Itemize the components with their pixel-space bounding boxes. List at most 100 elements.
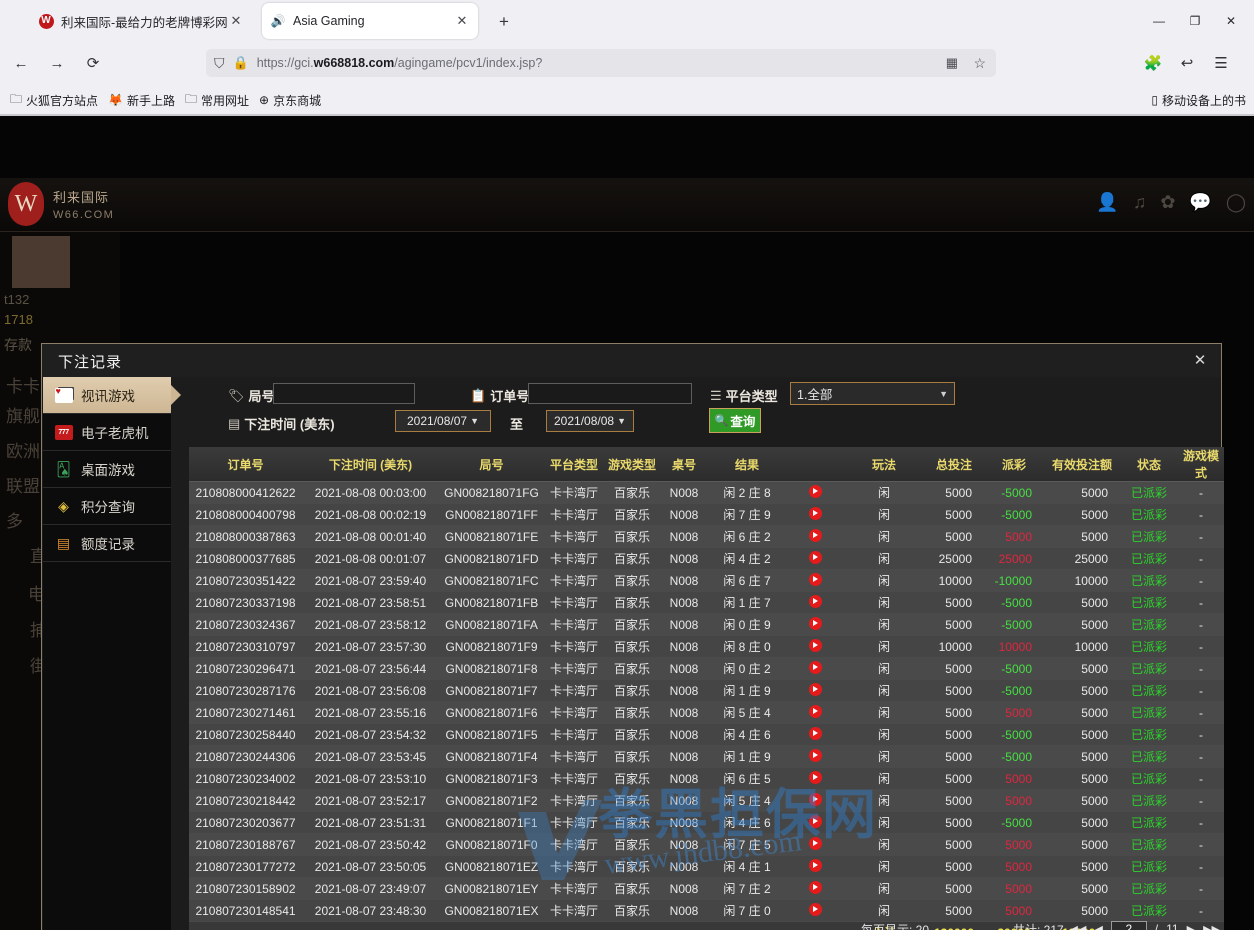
replay-cell[interactable] (786, 767, 844, 790)
col-valid-bet[interactable]: 有效投注额 (1044, 447, 1120, 482)
next-page-button[interactable]: ▶ (1186, 923, 1196, 930)
table-row[interactable]: 210808000400798 2021-08-08 00:02:19 GN0082… (189, 503, 1224, 526)
replay-cell[interactable] (786, 657, 844, 680)
table-row[interactable]: 210807230351422 2021-08-07 23:59:40 GN0082… (189, 569, 1224, 592)
play-icon[interactable] (808, 616, 822, 630)
new-tab-button[interactable]: + (499, 12, 509, 31)
order-input[interactable] (528, 383, 692, 404)
minimize-button[interactable]: — (1153, 14, 1165, 28)
col-time[interactable]: 下注时间 (美东) (302, 447, 439, 482)
search-button[interactable]: 🔍 查询 (709, 408, 761, 433)
play-icon[interactable] (808, 858, 822, 872)
table-row[interactable]: 210807230218442 2021-08-07 23:52:17 GN0082… (189, 789, 1224, 812)
table-row[interactable]: 210807230287176 2021-08-07 23:56:08 GN0082… (189, 679, 1224, 702)
star-icon[interactable]: ☆ (973, 54, 986, 71)
replay-cell[interactable] (786, 481, 844, 504)
back-icon[interactable]: ← (13, 54, 29, 72)
sidebar-item-table-games[interactable]: 🂡 桌面游戏 (43, 451, 171, 488)
replay-cell[interactable] (786, 679, 844, 702)
browser-tab-inactive[interactable]: W 利来国际-最给力的老牌博彩网站 ✕ (30, 3, 252, 39)
play-icon[interactable] (808, 506, 822, 520)
date-from-picker[interactable]: 2021/08/07 ▼ (395, 410, 491, 432)
replay-cell[interactable] (786, 503, 844, 526)
url-bar[interactable]: ⛉ 🔒 https://gci.w668818.com/agingame/pcv… (206, 49, 996, 77)
play-icon[interactable] (808, 660, 822, 674)
replay-cell[interactable] (786, 745, 844, 768)
col-bettype[interactable]: 玩法 (844, 447, 924, 482)
platform-select[interactable]: 1.全部 ▼ (790, 382, 955, 405)
bookmark-item[interactable]: 🦊 新手上路 (108, 92, 175, 109)
table-row[interactable]: 210807230188767 2021-08-07 23:50:42 GN0082… (189, 833, 1224, 856)
col-order[interactable]: 订单号 (189, 447, 302, 482)
play-icon[interactable] (808, 638, 822, 652)
forward-icon[interactable]: → (49, 54, 65, 72)
play-icon[interactable] (808, 726, 822, 740)
close-icon[interactable]: ✕ (230, 13, 242, 28)
play-icon[interactable] (808, 792, 822, 806)
replay-cell[interactable] (786, 613, 844, 636)
gear-icon[interactable]: ✿ (1160, 192, 1176, 212)
chat-icon[interactable]: 💬 (1189, 192, 1212, 212)
music-icon[interactable]: ♫ (1132, 192, 1147, 212)
play-icon[interactable] (808, 550, 822, 564)
col-round[interactable]: 局号 (439, 447, 544, 482)
play-icon[interactable] (808, 682, 822, 696)
replay-cell[interactable] (786, 811, 844, 834)
table-row[interactable]: 210807230324367 2021-08-07 23:58:12 GN0082… (189, 613, 1224, 636)
sidebar-item-credit-record[interactable]: ▤ 额度记录 (43, 525, 171, 562)
page-input[interactable] (1110, 920, 1147, 930)
table-row[interactable]: 210807230244306 2021-08-07 23:53:45 GN0082… (189, 745, 1224, 768)
share-icon[interactable]: ↩ (1180, 55, 1194, 72)
reader-icon[interactable]: ▦ (945, 55, 958, 70)
col-gametype[interactable]: 游戏类型 (604, 447, 660, 482)
table-row[interactable]: 210808000412622 2021-08-08 00:03:00 GN0082… (189, 481, 1224, 504)
sidebar-item-live-games[interactable]: 视讯游戏 (43, 377, 181, 414)
play-icon[interactable] (808, 572, 822, 586)
replay-cell[interactable] (786, 701, 844, 724)
puzzle-icon[interactable]: 🧩 (1143, 55, 1163, 72)
table-row[interactable]: 210807230203677 2021-08-07 23:51:31 GN0082… (189, 811, 1224, 834)
table-row[interactable]: 210807230296471 2021-08-07 23:56:44 GN0082… (189, 657, 1224, 680)
reload-icon[interactable]: ⟳ (86, 55, 100, 72)
browser-tab-active[interactable]: 🔊 Asia Gaming ✕ (262, 3, 478, 39)
play-icon[interactable] (808, 770, 822, 784)
play-icon[interactable] (808, 880, 822, 894)
table-row[interactable]: 210807230158902 2021-08-07 23:49:07 GN0082… (189, 877, 1224, 900)
first-page-button[interactable]: ◀◀ (1069, 923, 1087, 930)
last-page-button[interactable]: ▶▶ (1203, 923, 1220, 930)
replay-cell[interactable] (786, 899, 844, 922)
col-result[interactable]: 结果 (708, 447, 786, 482)
replay-cell[interactable] (786, 569, 844, 592)
deposit-label[interactable]: 存款 (4, 337, 32, 353)
table-row[interactable]: 210807230271461 2021-08-07 23:55:16 GN0082… (189, 701, 1224, 724)
table-row[interactable]: 210807230258440 2021-08-07 23:54:32 GN0082… (189, 723, 1224, 746)
close-icon[interactable]: ✕ (456, 13, 468, 28)
rail-menu-item[interactable]: 卡卡 (6, 377, 40, 396)
play-icon[interactable] (808, 748, 822, 762)
table-row[interactable]: 210807230177272 2021-08-07 23:50:05 GN0082… (189, 855, 1224, 878)
play-icon[interactable] (808, 704, 822, 718)
bet-history-table-wrapper[interactable]: 订单号 下注时间 (美东) 局号 平台类型 游戏类型 桌号 结果 玩法 总投注 … (189, 447, 1224, 930)
maximize-button[interactable]: ❐ (1189, 14, 1201, 28)
date-to-picker[interactable]: 2021/08/08 ▼ (546, 410, 634, 432)
close-icon[interactable]: ✕ (1193, 352, 1207, 369)
play-icon[interactable] (808, 594, 822, 608)
table-row[interactable]: 210807230310797 2021-08-07 23:57:30 GN0082… (189, 635, 1224, 658)
rail-menu-item[interactable]: 多 (6, 512, 23, 531)
play-icon[interactable] (808, 484, 822, 498)
rail-menu-item[interactable]: 旗舰 (6, 407, 40, 426)
table-row[interactable]: 210808000377685 2021-08-08 00:01:07 GN0082… (189, 547, 1224, 570)
close-window-button[interactable]: ✕ (1225, 14, 1237, 28)
table-row[interactable]: 210807230234002 2021-08-07 23:53:10 GN0082… (189, 767, 1224, 790)
sidebar-item-slots[interactable]: 777 电子老虎机 (43, 414, 171, 451)
col-platform[interactable]: 平台类型 (544, 447, 604, 482)
table-row[interactable]: 210808000387863 2021-08-08 00:01:40 GN0082… (189, 525, 1224, 548)
replay-cell[interactable] (786, 525, 844, 548)
hamburger-icon[interactable]: ☰ (1214, 55, 1228, 72)
bookmark-item[interactable]: 🗀 常用网址 (185, 90, 249, 111)
col-total-bet[interactable]: 总投注 (924, 447, 984, 482)
play-icon[interactable] (808, 528, 822, 542)
table-row[interactable]: 210807230337198 2021-08-07 23:58:51 GN0082… (189, 591, 1224, 614)
shield-icon[interactable]: ⛉ (214, 54, 225, 71)
replay-cell[interactable] (786, 591, 844, 614)
